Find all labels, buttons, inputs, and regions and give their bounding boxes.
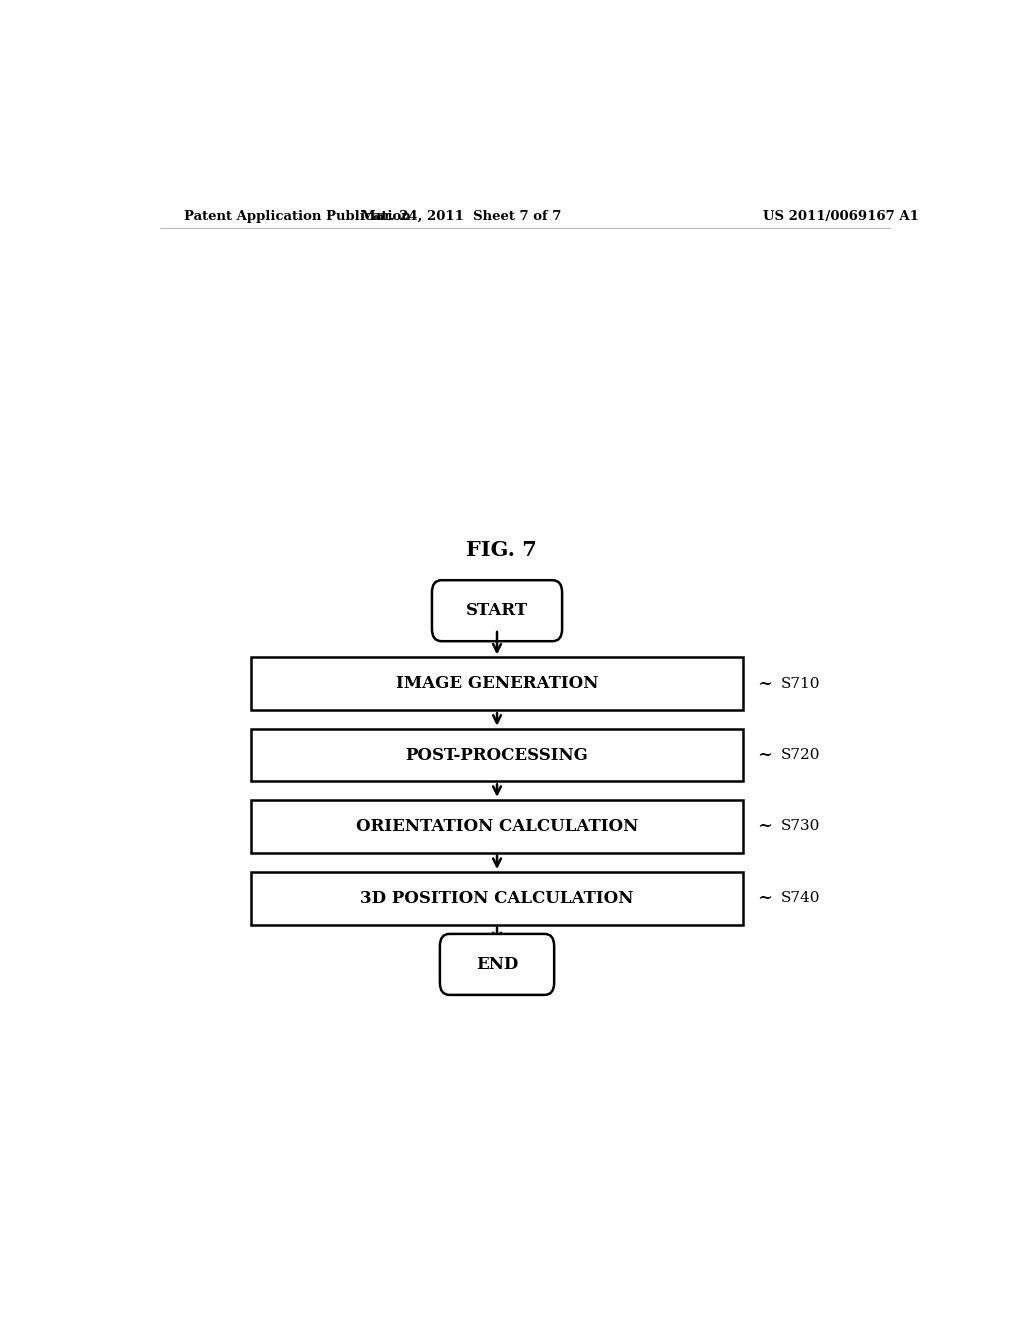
Text: ~: ~: [758, 746, 772, 764]
Text: 3D POSITION CALCULATION: 3D POSITION CALCULATION: [360, 890, 634, 907]
FancyBboxPatch shape: [251, 657, 743, 710]
Text: START: START: [466, 602, 528, 619]
FancyBboxPatch shape: [432, 581, 562, 642]
Text: ~: ~: [758, 890, 772, 907]
FancyBboxPatch shape: [251, 873, 743, 925]
Text: POST-PROCESSING: POST-PROCESSING: [406, 747, 589, 763]
Text: ~: ~: [758, 817, 772, 836]
Text: S710: S710: [781, 677, 820, 690]
Text: Mar. 24, 2011  Sheet 7 of 7: Mar. 24, 2011 Sheet 7 of 7: [361, 210, 561, 223]
Text: FIG. 7: FIG. 7: [466, 540, 537, 560]
FancyBboxPatch shape: [251, 729, 743, 781]
Text: ORIENTATION CALCULATION: ORIENTATION CALCULATION: [356, 817, 638, 834]
Text: Patent Application Publication: Patent Application Publication: [183, 210, 411, 223]
Text: S720: S720: [781, 748, 820, 762]
Text: US 2011/0069167 A1: US 2011/0069167 A1: [763, 210, 919, 223]
Text: END: END: [476, 956, 518, 973]
FancyBboxPatch shape: [251, 800, 743, 853]
Text: IMAGE GENERATION: IMAGE GENERATION: [396, 676, 598, 693]
Text: ~: ~: [758, 675, 772, 693]
Text: S730: S730: [781, 820, 820, 833]
Text: S740: S740: [781, 891, 820, 906]
FancyBboxPatch shape: [440, 935, 554, 995]
